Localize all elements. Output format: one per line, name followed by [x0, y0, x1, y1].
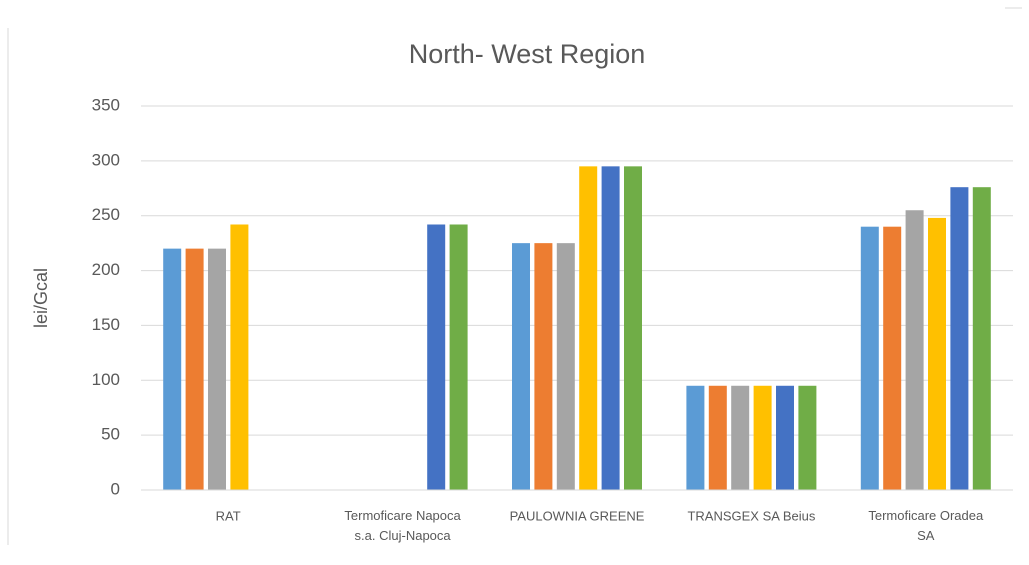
bar	[905, 210, 924, 490]
bar	[230, 224, 249, 490]
x-tick-label: RAT	[216, 508, 241, 523]
chart-title: North- West Region	[409, 39, 646, 69]
bar	[798, 385, 817, 490]
bar	[776, 385, 794, 490]
bar	[427, 224, 446, 490]
bar	[860, 226, 879, 490]
bar	[512, 243, 530, 490]
bar	[534, 243, 553, 490]
bar	[624, 166, 642, 491]
bar	[731, 385, 750, 490]
y-tick-label: 200	[92, 260, 120, 279]
bar	[708, 385, 727, 490]
y-tick-label: 50	[101, 425, 120, 444]
bar	[449, 224, 468, 490]
y-tick-label: 150	[92, 315, 120, 334]
bar	[753, 385, 772, 490]
y-tick-label: 0	[111, 479, 120, 498]
bar	[972, 187, 991, 490]
x-tick-label: Termoficare Oradea SA	[868, 508, 984, 543]
bar	[579, 166, 598, 491]
y-tick-label: 350	[92, 95, 120, 114]
bar	[883, 226, 902, 490]
bar	[686, 385, 705, 490]
bar	[950, 187, 969, 490]
bar	[556, 243, 575, 490]
bar	[928, 217, 946, 490]
x-tick-label: Termoficare Napoca s.a. Cluj-Napoca	[344, 508, 461, 543]
x-tick-label: PAULOWNIA GREENE	[510, 508, 645, 523]
bar	[185, 248, 204, 490]
bar	[163, 248, 182, 490]
bar	[208, 248, 226, 490]
y-axis-label: lei/Gcal	[31, 268, 51, 328]
y-tick-label: 250	[92, 205, 120, 224]
bar	[601, 166, 620, 491]
y-tick-label: 300	[92, 150, 120, 169]
y-tick-label: 100	[92, 370, 120, 389]
x-tick-label: TRANSGEX SA Beius	[687, 508, 815, 523]
